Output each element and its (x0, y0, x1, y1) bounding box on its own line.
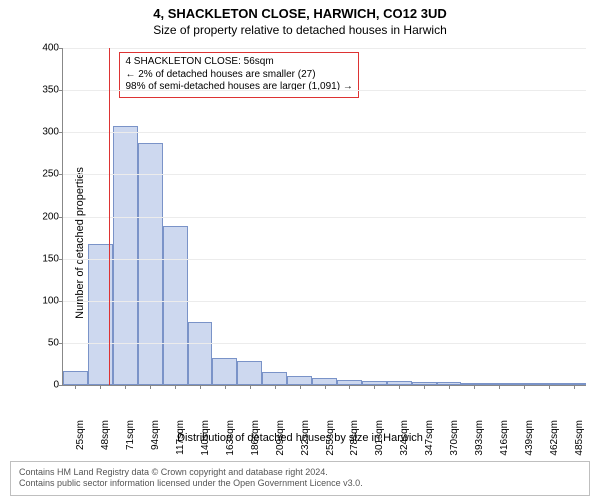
x-tick-mark (374, 385, 375, 389)
y-tick-label: 100 (27, 295, 59, 306)
y-tick-mark (59, 48, 63, 49)
x-tick-mark (200, 385, 201, 389)
annotation-line2: ← 2% of detached houses are smaller (27) (125, 69, 352, 82)
histogram-bar (237, 361, 262, 385)
x-tick-mark (474, 385, 475, 389)
y-tick-label: 50 (27, 337, 59, 348)
y-tick-mark (59, 174, 63, 175)
x-tick-mark (225, 385, 226, 389)
x-tick-mark (275, 385, 276, 389)
y-tick-mark (59, 217, 63, 218)
x-tick-mark (424, 385, 425, 389)
y-tick-mark (59, 132, 63, 133)
gridline (63, 174, 586, 175)
x-tick-mark (574, 385, 575, 389)
x-tick-mark (325, 385, 326, 389)
footer-line2: Contains public sector information licen… (19, 478, 581, 490)
reference-line (109, 48, 110, 385)
histogram-bar (212, 358, 237, 385)
y-tick-label: 300 (27, 127, 59, 138)
histogram-bar (63, 371, 88, 385)
chart-area: Number of detached properties 4 SHACKLET… (0, 42, 600, 444)
y-tick-label: 150 (27, 253, 59, 264)
gridline (63, 259, 586, 260)
x-tick-mark (349, 385, 350, 389)
y-tick-mark (59, 385, 63, 386)
y-tick-mark (59, 343, 63, 344)
plot-region: 4 SHACKLETON CLOSE: 56sqm ← 2% of detach… (62, 48, 586, 386)
x-axis-label: Distribution of detached houses by size … (0, 432, 600, 444)
title-address: 4, SHACKLETON CLOSE, HARWICH, CO12 3UD (0, 0, 600, 21)
y-tick-label: 400 (27, 43, 59, 54)
x-tick-mark (499, 385, 500, 389)
histogram-bar (262, 372, 287, 385)
x-tick-mark (449, 385, 450, 389)
histogram-bar (138, 143, 163, 385)
gridline (63, 217, 586, 218)
x-tick-mark (150, 385, 151, 389)
x-tick-mark (175, 385, 176, 389)
annotation-line3: 98% of semi-detached houses are larger (… (125, 81, 352, 94)
x-tick-mark (125, 385, 126, 389)
title-subtitle: Size of property relative to detached ho… (0, 21, 600, 37)
x-tick-mark (100, 385, 101, 389)
footer-box: Contains HM Land Registry data © Crown c… (10, 461, 590, 496)
y-tick-mark (59, 259, 63, 260)
x-tick-mark (250, 385, 251, 389)
gridline (63, 343, 586, 344)
histogram-bar (113, 126, 138, 385)
histogram-bar (163, 226, 188, 385)
y-tick-label: 200 (27, 211, 59, 222)
x-tick-mark (399, 385, 400, 389)
gridline (63, 48, 586, 49)
annotation-line1: 4 SHACKLETON CLOSE: 56sqm (125, 56, 352, 69)
gridline (63, 132, 586, 133)
histogram-bar (287, 376, 312, 385)
y-tick-label: 250 (27, 169, 59, 180)
x-tick-mark (549, 385, 550, 389)
footer-line1: Contains HM Land Registry data © Crown c… (19, 467, 581, 479)
x-tick-mark (75, 385, 76, 389)
histogram-bar (188, 322, 213, 385)
gridline (63, 90, 586, 91)
y-tick-label: 0 (27, 380, 59, 391)
gridline (63, 301, 586, 302)
x-tick-mark (300, 385, 301, 389)
y-tick-label: 350 (27, 85, 59, 96)
x-tick-mark (524, 385, 525, 389)
histogram-bar (312, 378, 337, 385)
y-tick-mark (59, 301, 63, 302)
y-tick-mark (59, 90, 63, 91)
